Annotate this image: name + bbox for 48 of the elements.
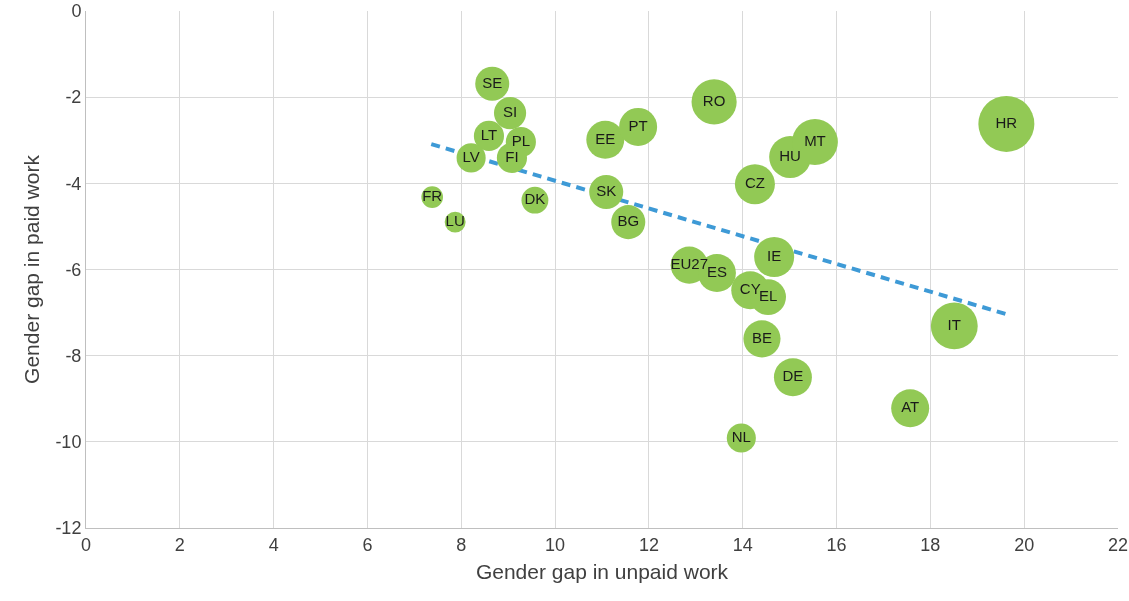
series-label: AT — [901, 397, 920, 415]
x-tick-label: 16 — [826, 534, 847, 555]
series-label: DK — [524, 189, 546, 207]
series-label: CZ — [744, 173, 765, 191]
x-tick-label: 12 — [638, 534, 659, 555]
y-tick-label: -2 — [65, 87, 82, 108]
series-label: BG — [617, 211, 640, 229]
series-label: IT — [947, 315, 961, 333]
series-label: BE — [751, 328, 772, 346]
x-tick-label: 6 — [362, 534, 373, 555]
y-axis-title: Gender gap in paid work — [19, 154, 43, 384]
x-tick-label: 20 — [1014, 534, 1035, 555]
series-label: ES — [706, 262, 727, 280]
series-label: FR — [422, 186, 443, 204]
series-label: IE — [767, 246, 782, 264]
series-label: LV — [462, 147, 480, 165]
series-label: FI — [505, 147, 519, 165]
series-label: SE — [482, 73, 503, 91]
series-label: EL — [758, 286, 778, 304]
y-tick-label: -6 — [65, 259, 82, 280]
x-tick-label: 22 — [1107, 534, 1129, 555]
x-tick-label: 18 — [920, 534, 941, 555]
series-label: LT — [480, 125, 498, 143]
series-label: HR — [995, 113, 1018, 131]
series-label: PL — [511, 131, 531, 149]
y-tick-label: -8 — [65, 345, 82, 366]
series-label: RO — [702, 91, 726, 109]
series-label: EU27 — [670, 254, 709, 272]
x-tick-label: 4 — [268, 534, 279, 555]
series-label: LU — [445, 211, 465, 229]
series-label: CY — [739, 279, 761, 297]
y-tick-label: -10 — [55, 432, 82, 453]
series-label: DE — [782, 366, 804, 384]
y-tick-label: -12 — [55, 518, 82, 539]
series-label: PT — [628, 116, 648, 134]
x-axis-title: Gender gap in unpaid work — [475, 559, 729, 583]
x-tick-label: 10 — [545, 534, 566, 555]
x-tick-label: 14 — [732, 534, 753, 555]
series-label: MT — [804, 131, 826, 149]
series-label: SK — [596, 181, 617, 199]
series-label: HU — [779, 146, 801, 164]
x-tick-label: 2 — [174, 534, 185, 555]
x-tick-label: 8 — [456, 534, 467, 555]
series-label: SI — [502, 102, 518, 120]
y-tick-label: 0 — [71, 1, 82, 22]
series-label: EE — [595, 129, 616, 147]
y-tick-label: -4 — [65, 173, 82, 194]
series-label: NL — [731, 427, 751, 445]
